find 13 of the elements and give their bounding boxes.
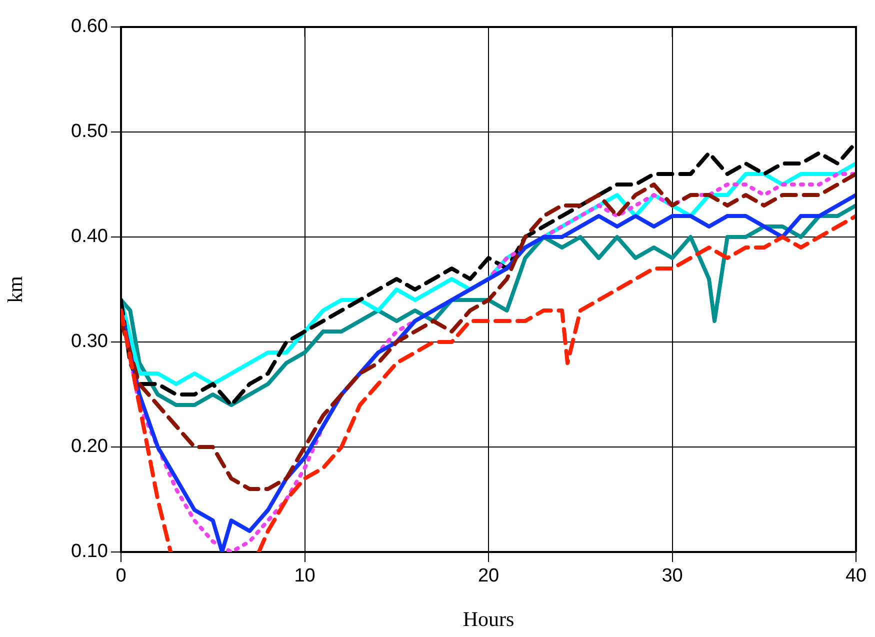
y-tick-label: 0.30 — [71, 331, 108, 352]
x-axis-title: Hours — [462, 606, 514, 631]
y-tick-label: 0.50 — [71, 121, 108, 142]
y-tick-label: 0.20 — [71, 436, 108, 458]
x-tick-label: 0 — [116, 566, 126, 587]
x-tick-label: 20 — [478, 566, 500, 587]
y-tick-label: 0.60 — [71, 16, 108, 38]
y-axis-title: km — [3, 276, 28, 303]
x-tick-label: 40 — [845, 566, 867, 587]
x-tick-label: 30 — [662, 566, 683, 587]
x-tick-label: 10 — [294, 566, 316, 587]
y-tick-label: 0.40 — [71, 226, 108, 248]
y-tick-label: 0.10 — [71, 541, 108, 562]
